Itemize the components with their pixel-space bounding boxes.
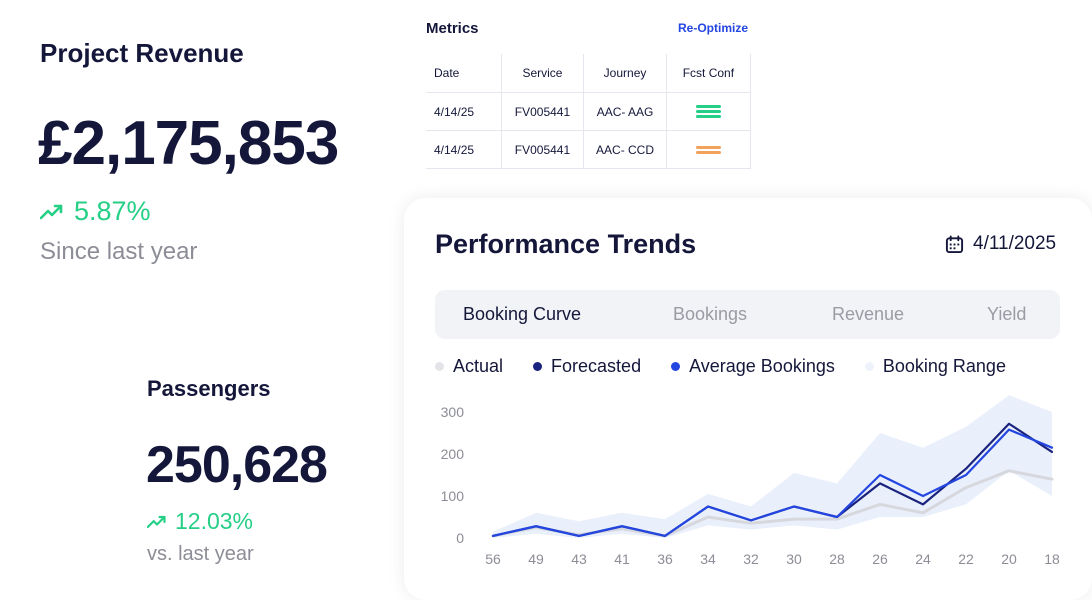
performance-date-value: 4/11/2025 <box>973 233 1057 254</box>
x-tick-label: 18 <box>1044 551 1060 567</box>
passengers-subtitle: vs. last year <box>147 543 254 565</box>
legend-dot <box>864 362 874 371</box>
calendar-icon <box>945 234 964 253</box>
row-journey: AAC- CCD <box>583 130 667 169</box>
tab-booking-curve[interactable]: Booking Curve <box>463 304 582 324</box>
legend-item-average-bookings[interactable]: Average Bookings <box>671 356 835 377</box>
performance-tabs: Booking Curve Bookings Revenue Yield <box>435 290 1060 339</box>
tab-bookings[interactable]: Bookings <box>673 304 748 324</box>
x-tick-label: 34 <box>700 551 716 567</box>
x-tick-label: 28 <box>829 551 845 567</box>
chart-legend: Actual Forecasted Average Bookings Booki… <box>435 356 1036 377</box>
row-service: FV005441 <box>500 92 585 131</box>
performance-title: Performance Trends <box>435 229 697 259</box>
tab-yield[interactable]: Yield <box>987 304 1027 324</box>
column-header-date[interactable]: Date <box>426 54 502 93</box>
revenue-change: 5.87% <box>40 196 151 227</box>
x-tick-label: 24 <box>915 551 931 567</box>
trending-up-icon <box>147 515 166 528</box>
passengers-change-value: 12.03% <box>175 508 254 534</box>
legend-item-booking-range[interactable]: Booking Range <box>864 356 1006 377</box>
row-fcst-conf <box>665 92 752 131</box>
column-header-service[interactable]: Service <box>500 54 585 93</box>
legend-dot <box>435 362 444 371</box>
revenue-change-value: 5.87% <box>74 196 151 226</box>
x-tick-label: 32 <box>743 551 759 567</box>
revenue-subtitle: Since last year <box>40 238 198 265</box>
legend-label: Booking Range <box>882 356 1006 376</box>
x-tick-label: 41 <box>614 551 630 567</box>
x-tick-label: 36 <box>657 551 673 567</box>
x-tick-label: 49 <box>528 551 544 567</box>
confidence-high-icon <box>695 103 721 120</box>
legend-dot <box>671 362 681 371</box>
column-header-journey[interactable]: Journey <box>583 54 667 93</box>
tab-revenue[interactable]: Revenue <box>832 304 905 324</box>
x-tick-label: 22 <box>958 551 974 567</box>
booking-range-area <box>493 395 1052 538</box>
y-tick-label: 100 <box>441 488 465 504</box>
metrics-table: Date Service Journey Fcst Conf 4/14/25 F… <box>426 54 752 169</box>
x-tick-label: 20 <box>1001 551 1017 567</box>
row-fcst-conf <box>665 130 752 169</box>
project-revenue-value: £2,175,853 <box>38 109 339 178</box>
project-revenue-title: Project Revenue <box>40 38 244 68</box>
series-line-average-bookings <box>491 428 1054 537</box>
legend-label: Average Bookings <box>689 356 835 376</box>
confidence-medium-icon <box>695 144 721 156</box>
row-date: 4/14/25 <box>426 92 502 131</box>
legend-label: Actual <box>453 356 504 376</box>
x-tick-label: 30 <box>786 551 802 567</box>
column-header-fcst-conf[interactable]: Fcst Conf <box>665 54 752 93</box>
x-tick-label: 56 <box>485 551 501 567</box>
trending-up-icon <box>40 204 63 219</box>
x-tick-label: 43 <box>571 551 587 567</box>
legend-label: Forecasted <box>551 356 642 376</box>
re-optimize-link[interactable]: Re-Optimize <box>678 21 749 35</box>
y-tick-label: 200 <box>441 446 465 462</box>
metrics-title: Metrics <box>426 20 479 37</box>
metrics-header-row: Date Service Journey Fcst Conf <box>426 54 752 93</box>
passengers-value: 250,628 <box>146 436 328 494</box>
table-row[interactable]: 4/14/25 FV005441 AAC- CCD <box>426 130 752 169</box>
passengers-change: 12.03% <box>147 508 253 535</box>
legend-dot <box>533 362 543 371</box>
x-tick-label: 26 <box>872 551 888 567</box>
table-row[interactable]: 4/14/25 FV005441 AAC- AAG <box>426 92 752 131</box>
booking-curve-chart: 0 100 200 300 56 49 43 41 36 34 32 30 28 26 24 22 20 18 <box>441 395 1060 567</box>
row-service: FV005441 <box>500 130 585 169</box>
legend-item-forecasted[interactable]: Forecasted <box>533 356 641 377</box>
passengers-title: Passengers <box>147 376 271 401</box>
row-date: 4/14/25 <box>426 130 502 169</box>
row-journey: AAC- AAG <box>583 92 667 131</box>
legend-item-actual[interactable]: Actual <box>435 356 503 377</box>
performance-date-picker[interactable]: 4/11/2025 <box>945 233 1056 255</box>
y-tick-label: 0 <box>456 530 464 546</box>
y-tick-label: 300 <box>441 404 465 420</box>
